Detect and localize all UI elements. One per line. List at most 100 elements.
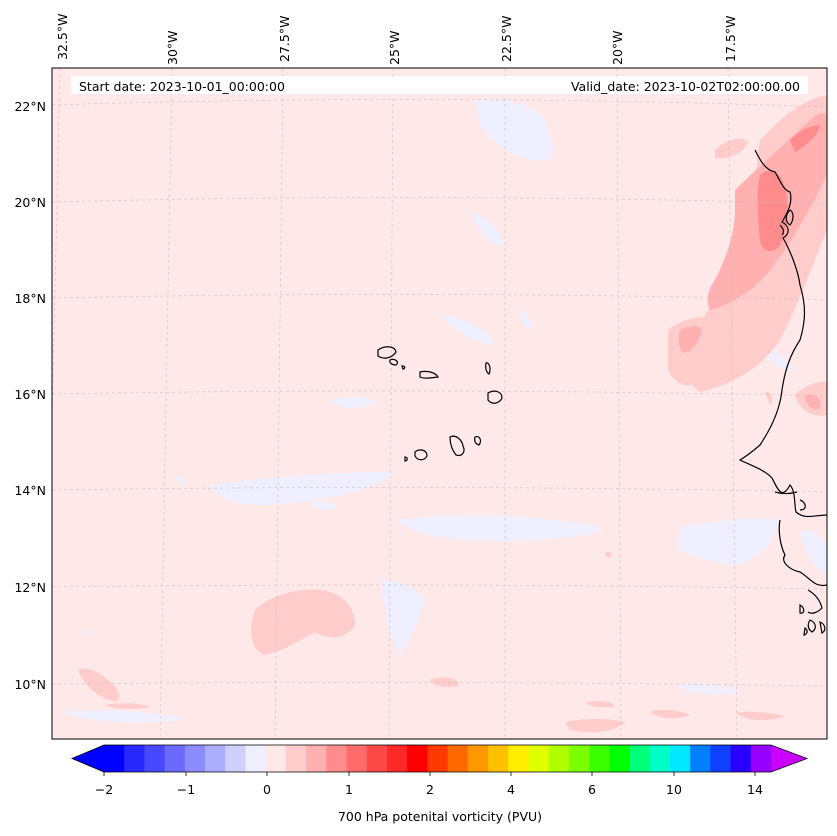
pos-area <box>715 138 748 159</box>
island-fogo <box>414 449 428 461</box>
lat-label: 14°N <box>14 483 46 498</box>
island-boa-vista <box>487 390 503 404</box>
colorbar-segment <box>548 745 570 772</box>
cb-tick-label: 1 <box>345 782 353 797</box>
grid-meridian <box>159 68 173 739</box>
pos-area <box>765 391 773 405</box>
guinea-bissau-coast <box>778 519 827 587</box>
grid-meridian <box>727 68 738 739</box>
colorbar-segment <box>750 745 772 772</box>
neg-area <box>85 630 91 636</box>
cb-tick-label: 4 <box>507 782 515 797</box>
lon-label: 30°W <box>165 30 180 65</box>
colorbar-segment <box>326 745 348 772</box>
colorbar-segment <box>407 745 428 772</box>
island-brava <box>404 456 408 462</box>
colorbar-segment <box>669 745 691 772</box>
island-santiago <box>449 435 465 457</box>
colorbar-segment <box>589 745 610 772</box>
gambia-coast <box>774 491 798 495</box>
colorbar-segment <box>366 745 388 772</box>
lat-label: 20°N <box>14 195 46 210</box>
colorbar-segment <box>508 745 530 772</box>
grid-parallel <box>52 99 827 108</box>
colorbar-segment <box>346 745 368 772</box>
island-santa-luzia <box>401 365 406 370</box>
neg-area <box>380 579 425 655</box>
island-maio <box>474 436 481 446</box>
neg-area <box>470 212 505 246</box>
map-background <box>52 68 827 739</box>
coast-detail <box>807 619 816 633</box>
lon-label: 22.5°W <box>499 16 514 62</box>
grid-parallel <box>52 390 827 397</box>
lon-label: 17.5°W <box>723 16 738 62</box>
coast-detail <box>807 589 823 614</box>
colorbar-label: 700 hPa potenital vorticity (PVU) <box>338 809 542 824</box>
pos-area <box>565 719 625 733</box>
pos-area <box>735 711 785 721</box>
cb-tick-label: 6 <box>588 782 596 797</box>
lon-label: 27.5°W <box>277 16 292 62</box>
grid-meridian <box>274 68 284 739</box>
colorbar-segment <box>568 745 590 772</box>
colorbar-segment <box>609 745 631 772</box>
cb-tick-label: −1 <box>177 782 195 797</box>
coast-detail <box>799 603 805 614</box>
colorbar-segment <box>205 745 226 772</box>
lon-label: 20°W <box>610 30 625 65</box>
pos-area <box>78 668 120 702</box>
colorbar-segment <box>488 745 509 772</box>
colorbar-segment <box>629 745 651 772</box>
coast-detail <box>799 499 806 511</box>
colorbar-segment <box>164 745 186 772</box>
pos-area <box>251 589 355 655</box>
pos-area <box>790 125 820 152</box>
gridlines <box>52 68 827 739</box>
colorbar-segment <box>528 745 550 772</box>
colorbar-segment <box>649 745 671 772</box>
negative-pv-areas <box>60 99 827 723</box>
cb-tick-label: −2 <box>95 782 113 797</box>
pos-area <box>678 326 702 353</box>
lat-label: 12°N <box>14 580 46 595</box>
neg-area <box>310 501 337 510</box>
valid-date: Valid_date: 2023-10-02T02:00:00.00 <box>571 79 800 94</box>
pos-area <box>650 709 690 719</box>
colorbar-segment <box>730 745 752 772</box>
colorbar-segment <box>184 745 206 772</box>
pos-area <box>757 170 788 252</box>
island-sal <box>485 362 491 375</box>
colorbar-segment <box>710 745 732 772</box>
grid-parallel <box>52 682 827 687</box>
neg-area <box>210 472 392 506</box>
colorbar <box>70 744 809 776</box>
start-date: Start date: 2023-10-01_00:00:00 <box>79 79 285 94</box>
cb-tick-label: 2 <box>426 782 434 797</box>
lat-label: 22°N <box>14 99 46 114</box>
cb-tick-label: 14 <box>747 782 763 797</box>
colorbar-segment <box>690 745 711 772</box>
colorbar-segment <box>447 745 469 772</box>
positive-pv-strong <box>757 125 820 252</box>
pos-area <box>805 394 821 410</box>
longitude-labels: 32.5°W 30°W 27.5°W 25°W 22.5°W 20°W 17.5… <box>55 14 738 65</box>
grid-meridian <box>616 68 622 739</box>
colorbar-segment <box>285 745 307 772</box>
africa-coastline <box>738 149 827 518</box>
pos-area <box>585 701 615 708</box>
neg-area <box>175 477 186 485</box>
colorbar-segment <box>306 745 327 772</box>
cb-tick-label: 0 <box>263 782 271 797</box>
coast-detail <box>819 621 826 634</box>
colorbar-segment <box>124 745 146 772</box>
latitude-labels: 22°N 20°N 18°N 16°N 14°N 12°N 10°N <box>14 99 46 692</box>
colorbar-over-arrow <box>771 745 807 772</box>
neg-area <box>519 310 532 330</box>
pos-area <box>605 552 612 558</box>
neg-area <box>800 530 827 575</box>
grid-parallel <box>52 294 827 301</box>
colorbar-segment <box>265 745 287 772</box>
neg-area <box>677 517 780 565</box>
